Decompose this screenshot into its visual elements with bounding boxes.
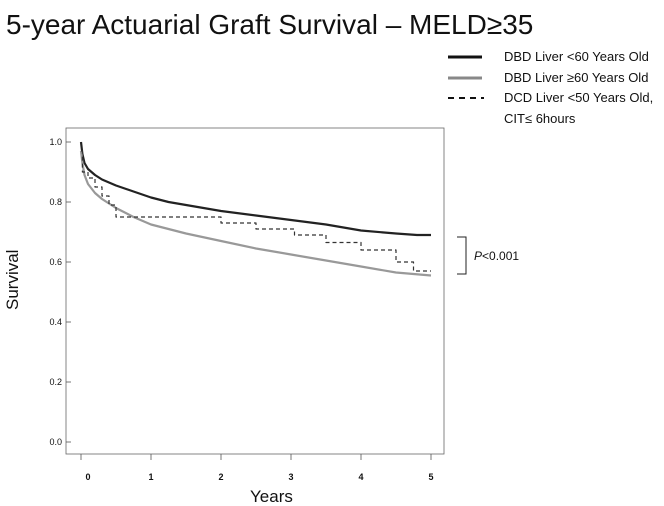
legend-label-dcd-line2: CIT≤ 6hours	[504, 111, 576, 126]
y-axis-label: Survival	[3, 250, 22, 310]
x-axis: 0 1 2 3 4 5	[80, 454, 434, 482]
legend-label-dbd-under-60: DBD Liver <60 Years Old	[504, 49, 649, 64]
plot-area: 0.0 0.2 0.4 0.6 0.8 1.0 0 1 2 3 4 5	[49, 127, 445, 482]
series-dbd-under-60	[79, 141, 431, 237]
y-tick-label: 1.0	[49, 137, 62, 147]
legend: DBD Liver <60 Years Old DBD Liver ≥60 Ye…	[448, 49, 653, 126]
p-value-italic: P	[474, 249, 482, 263]
x-tick-label: 3	[288, 472, 293, 482]
x-tick-label: 5	[428, 472, 433, 482]
y-tick-label: 0.0	[49, 437, 62, 447]
p-value-rest: <0.001	[482, 249, 519, 263]
y-axis: 0.0 0.2 0.4 0.6 0.8 1.0	[49, 137, 71, 447]
x-axis-label: Years	[250, 487, 293, 506]
legend-label-dcd-line1: DCD Liver <50 Years Old,	[504, 90, 653, 105]
legend-label-dbd-60-plus: DBD Liver ≥60 Years Old	[504, 70, 648, 85]
chart-title: 5-year Actuarial Graft Survival – MELD≥3…	[6, 9, 533, 40]
x-tick-label: 0	[85, 472, 90, 482]
p-value-annotation: P<0.001	[457, 236, 519, 275]
series-dbd-60-plus	[79, 150, 432, 277]
y-tick-label: 0.6	[49, 257, 62, 267]
plot-frame	[65, 127, 445, 455]
series-layer	[79, 141, 432, 277]
x-tick-label: 2	[218, 472, 223, 482]
y-tick-label: 0.4	[49, 317, 62, 327]
x-tick-label: 1	[148, 472, 153, 482]
x-tick-label: 4	[358, 472, 363, 482]
y-tick-label: 0.2	[49, 377, 62, 387]
series-dcd-under-50	[81, 150, 431, 272]
y-tick-label: 0.8	[49, 197, 62, 207]
p-value-label: P<0.001	[474, 249, 519, 263]
p-value-bracket	[457, 236, 467, 275]
